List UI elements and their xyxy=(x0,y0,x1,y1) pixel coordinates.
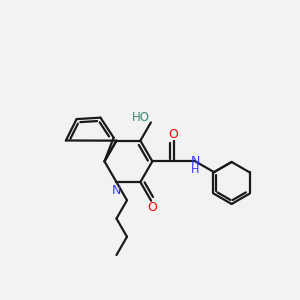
Text: N: N xyxy=(112,184,121,196)
Text: N: N xyxy=(191,155,200,168)
Text: H: H xyxy=(191,164,200,175)
Text: O: O xyxy=(148,201,158,214)
Text: HO: HO xyxy=(132,111,150,124)
Text: O: O xyxy=(168,128,178,141)
